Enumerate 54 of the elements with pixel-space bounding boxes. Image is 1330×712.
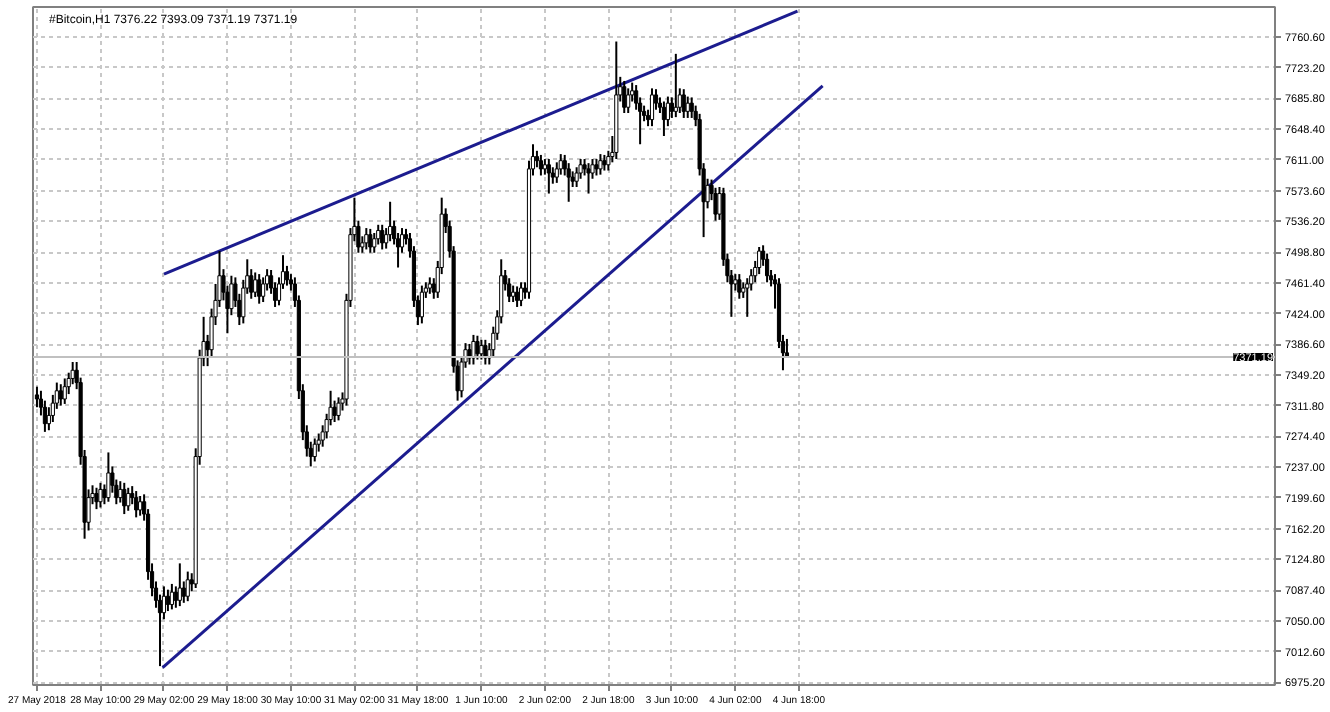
candlestick — [507, 277, 512, 304]
candlestick — [673, 52, 678, 119]
candlestick — [554, 161, 559, 184]
candlestick — [312, 437, 317, 463]
candlestick — [578, 158, 583, 180]
candlestick — [138, 494, 143, 517]
candlestick — [364, 227, 369, 251]
candlestick — [42, 399, 47, 433]
candlestick — [336, 396, 341, 422]
candlestick — [574, 166, 579, 188]
candlestick — [518, 281, 524, 308]
candlestick — [98, 481, 103, 509]
candlestick — [665, 95, 670, 128]
candlestick — [380, 223, 385, 251]
candlestick — [737, 273, 742, 300]
candlestick — [106, 451, 111, 503]
candlestick — [586, 162, 591, 195]
candlestick — [538, 153, 543, 177]
candlestick — [62, 377, 67, 405]
candlestick — [122, 481, 127, 516]
candlestick — [745, 277, 750, 318]
candlestick — [34, 385, 40, 409]
candlestick — [332, 399, 337, 424]
candlestick — [372, 232, 377, 254]
candlestick — [261, 276, 266, 304]
candlestick — [169, 582, 174, 611]
candlestick — [765, 252, 770, 284]
candlestick — [546, 158, 551, 195]
candlestick — [757, 245, 762, 276]
candlestick — [475, 334, 480, 361]
candlestick — [134, 490, 139, 519]
candlestick — [471, 333, 476, 366]
candlestick — [626, 87, 631, 115]
candlestick — [419, 284, 424, 325]
candlestick — [316, 432, 321, 453]
candlestick — [566, 162, 571, 203]
candlestick — [661, 100, 667, 138]
candlestick — [515, 285, 520, 308]
candlestick — [713, 186, 718, 222]
candlestick — [58, 383, 63, 407]
candlestick — [685, 95, 690, 119]
candlestick — [177, 562, 182, 608]
candlestick — [483, 338, 488, 366]
candlestick — [689, 96, 694, 119]
candlestick — [368, 227, 373, 254]
candlestick — [376, 223, 381, 246]
candlestick — [253, 271, 258, 299]
candlestick — [165, 588, 170, 613]
candlestick — [598, 153, 603, 176]
candlestick — [257, 273, 262, 305]
candlestick — [388, 200, 393, 243]
candlestick — [126, 486, 131, 512]
candlestick — [479, 338, 484, 361]
candlestick — [70, 361, 75, 386]
